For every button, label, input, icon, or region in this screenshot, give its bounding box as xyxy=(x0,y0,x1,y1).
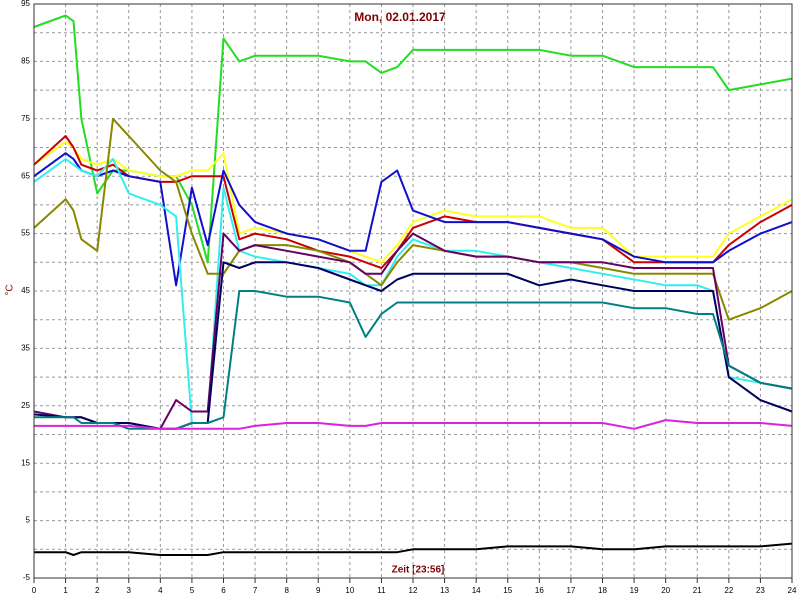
x-tick-label: 20 xyxy=(661,586,670,595)
series-line xyxy=(33,158,793,424)
series-line xyxy=(33,135,793,269)
x-tick-label: 10 xyxy=(345,586,354,595)
x-tick-label: 17 xyxy=(566,586,575,595)
y-tick-label: 65 xyxy=(21,171,30,180)
y-tick-label: 25 xyxy=(21,401,30,410)
x-tick-label: 11 xyxy=(377,586,386,595)
x-tick-label: 23 xyxy=(756,586,765,595)
x-tick-label: 14 xyxy=(472,586,481,595)
series-line xyxy=(33,261,793,430)
x-tick-label: 1 xyxy=(63,586,68,595)
x-tick-label: 18 xyxy=(598,586,607,595)
x-tick-label: 5 xyxy=(190,586,195,595)
y-tick-label: 85 xyxy=(21,57,30,66)
x-tick-label: 24 xyxy=(788,586,797,595)
y-tick-label: 95 xyxy=(21,0,30,8)
x-tick-label: 9 xyxy=(316,586,321,595)
x-tick-label: 19 xyxy=(630,586,639,595)
x-tick-label: 12 xyxy=(409,586,418,595)
chart-title: Mon, 02.01.2017 xyxy=(354,10,446,24)
x-tick-label: 6 xyxy=(221,586,226,595)
x-tick-label: 13 xyxy=(440,586,449,595)
y-tick-label: -5 xyxy=(23,573,31,582)
y-tick-label: 75 xyxy=(21,114,30,123)
x-tick-label: 7 xyxy=(253,586,258,595)
x-tick-label: 4 xyxy=(158,586,163,595)
x-tick-label: 16 xyxy=(535,586,544,595)
y-tick-label: 35 xyxy=(21,344,30,353)
y-tick-label: 5 xyxy=(26,516,31,525)
x-tick-label: 0 xyxy=(32,586,37,595)
x-tick-label: 8 xyxy=(284,586,289,595)
y-tick-label: 45 xyxy=(21,286,30,295)
y-tick-label: 15 xyxy=(21,458,30,467)
x-tick-label: 2 xyxy=(95,586,100,595)
x-tick-label: 21 xyxy=(693,586,702,595)
y-axis-label: °C xyxy=(5,284,16,295)
x-tick-label: 15 xyxy=(503,586,512,595)
series-line xyxy=(34,542,793,556)
lines xyxy=(33,14,793,556)
x-axis-label: Zeit [23:56] xyxy=(392,565,445,576)
series-line xyxy=(33,140,793,264)
x-tick-label: 22 xyxy=(724,586,733,595)
series-line xyxy=(34,419,793,430)
x-tick-label: 3 xyxy=(127,586,132,595)
y-tick-label: 55 xyxy=(21,229,30,238)
series-line xyxy=(33,152,793,287)
